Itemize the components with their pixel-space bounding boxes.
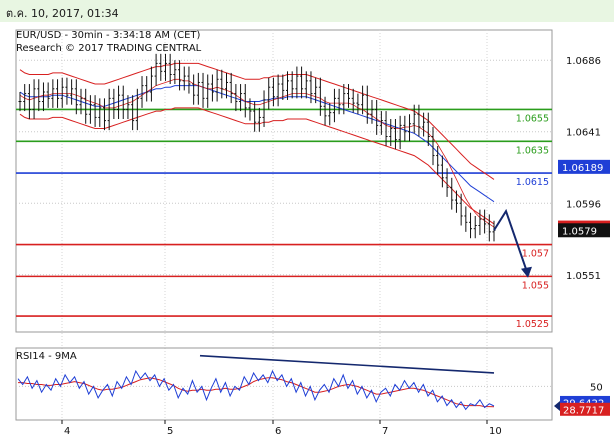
timestamp-bar: ต.ค. 10, 2017, 01:34: [0, 0, 614, 22]
rsi-ma-line: [18, 377, 495, 408]
forecast-arrow-head: [521, 266, 532, 278]
price-tag-label: 1.0579: [562, 226, 597, 237]
x-tick-label: 6: [275, 426, 281, 437]
price-tag-label: 1.06189: [562, 163, 603, 174]
rsi-tag-label: 28.7717: [563, 405, 604, 416]
price-tag-box: [558, 159, 610, 174]
rsi-plot-frame: [15, 347, 553, 421]
rsi-trendline: [199, 354, 495, 374]
level-label: 1.0635: [516, 145, 549, 156]
price-plot-frame: [15, 29, 553, 333]
price-tick-label: 1.0686: [566, 56, 601, 67]
x-tick-label: 10: [489, 426, 502, 437]
price-tag-box: [558, 223, 610, 238]
x-tick-label: 5: [167, 426, 173, 437]
level-label: 1.057: [522, 249, 549, 260]
price-panel: 1.0686 1.0641 1.0596 1.0551 1.0655 1.0635 1.06…: [15, 29, 610, 420]
level-label: 1.0525: [516, 319, 549, 330]
level-label: 1.055: [522, 280, 549, 291]
x-tick-label: 7: [382, 426, 388, 437]
price-tick-label: 1.0551: [566, 271, 601, 282]
forecast-arrow-line: [493, 208, 529, 276]
short-average-line: [19, 78, 495, 228]
upper-band-line: [19, 62, 495, 180]
level-label: 1.0655: [516, 113, 549, 124]
chart-area: 1.0686 1.0641 1.0596 1.0551 1.0655 1.0635 1.06…: [15, 29, 610, 437]
level-label: 1.0615: [516, 177, 549, 188]
chart-title: EUR/USD - 30min - 3:34:18 AM (CET): [16, 30, 201, 41]
rsi-label: RSI14 - 9MA: [16, 351, 77, 362]
moving-average-line: [19, 85, 495, 203]
lower-band-line: [19, 107, 495, 225]
chart-subtitle: Research © 2017 TRADING CENTRAL: [16, 43, 202, 54]
rsi-line: [17, 369, 495, 411]
price-tick-label: 1.0596: [566, 199, 601, 210]
x-tick-label: 4: [64, 426, 70, 437]
price-tick-label: 1.0641: [566, 128, 601, 139]
rsi-tag-box: [560, 402, 610, 416]
rsi-tick-label: 50: [590, 382, 603, 393]
rsi-tag-pointer: [554, 400, 560, 411]
timestamp-text: ต.ค. 10, 2017, 01:34: [6, 7, 119, 20]
